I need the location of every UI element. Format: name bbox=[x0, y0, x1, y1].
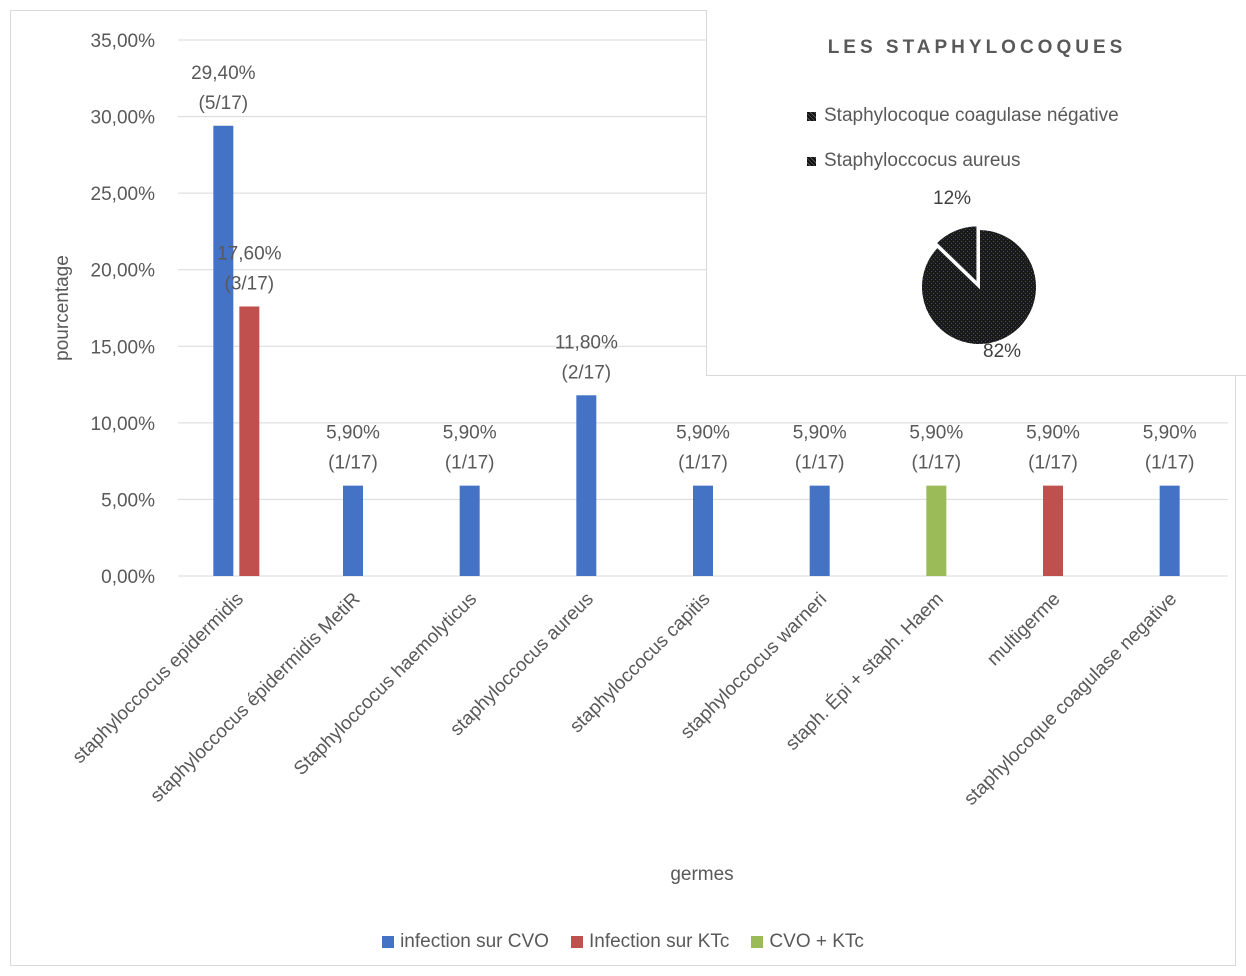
bar bbox=[926, 485, 947, 576]
bars bbox=[213, 125, 1180, 576]
bar bbox=[343, 485, 363, 576]
y-tick-label: 5,00% bbox=[101, 490, 155, 511]
legend-swatch bbox=[807, 156, 816, 166]
pie-legend-label: Staphylocoque coagulase négative bbox=[824, 105, 1119, 126]
pie-label-large: 82% bbox=[983, 341, 1022, 362]
x-tick-label: Staphyloccocus haemolyticus bbox=[290, 589, 481, 780]
bar bbox=[809, 485, 830, 576]
data-label-fraction: (1/17) bbox=[678, 453, 728, 474]
legend-label: CVO + KTc bbox=[769, 931, 864, 952]
data-label-value: 5,90% bbox=[326, 423, 380, 444]
data-label-fraction: (2/17) bbox=[562, 362, 612, 383]
pie-slice bbox=[920, 227, 1038, 346]
data-label-value: 17,60% bbox=[217, 243, 282, 264]
y-tick-label: 0,00% bbox=[101, 567, 155, 588]
legend-item-ktc: Infection sur KTc bbox=[570, 931, 730, 953]
legend-item-cvo-ktc: CVO + KTc bbox=[751, 931, 864, 953]
y-tick-labels: 0,00% 5,00% 10,00% 15,00% 20,00% 25,00% 30,00%… bbox=[91, 31, 156, 588]
legend-label: Infection sur KTc bbox=[588, 931, 730, 952]
legend-swatch bbox=[570, 936, 583, 948]
data-label-fraction: (1/17) bbox=[1028, 453, 1078, 474]
chart-frame bbox=[10, 10, 1236, 966]
x-tick-labels: staphyloccocus epidermidisstaphyloccocus… bbox=[69, 589, 1181, 810]
pie-slice bbox=[934, 224, 979, 286]
x-tick-label: staphylocoque coagulase negative bbox=[960, 589, 1181, 810]
bar bbox=[1043, 485, 1063, 576]
data-label-value: 5,90% bbox=[676, 423, 730, 444]
pie-inset: LES STAPHYLOCOQUES Staphylocoque coagula… bbox=[706, 10, 1246, 376]
data-labels: 29,40% (5/17) 17,60% (3/17) 5,90% (1/17) 5,90%… bbox=[191, 63, 1197, 474]
bar bbox=[1159, 485, 1180, 576]
x-axis-label: germes bbox=[670, 864, 733, 885]
pie-title: LES STAPHYLOCOQUES bbox=[827, 37, 1127, 58]
bar bbox=[239, 306, 260, 576]
data-label-value: 11,80% bbox=[555, 332, 618, 353]
data-label-value: 5,90% bbox=[1143, 423, 1197, 444]
data-label-value: 5,90% bbox=[909, 423, 963, 444]
data-label-fraction: (1/17) bbox=[1145, 453, 1195, 474]
y-tick-label: 15,00% bbox=[91, 337, 156, 358]
pie-legend-item-aureus: Staphyloccocus aureus bbox=[807, 150, 1020, 172]
legend-swatch bbox=[382, 936, 395, 948]
y-tick-label: 20,00% bbox=[91, 261, 156, 282]
legend-item-cvo: infection sur CVO bbox=[382, 931, 549, 953]
x-tick-label: multigerme bbox=[983, 589, 1064, 670]
y-tick-label: 35,00% bbox=[91, 31, 156, 52]
data-label-value: 5,90% bbox=[793, 423, 847, 444]
data-label-fraction: (1/17) bbox=[328, 453, 378, 474]
data-label-fraction: (3/17) bbox=[225, 273, 275, 294]
legend-swatch bbox=[751, 936, 764, 948]
legend-label: infection sur CVO bbox=[400, 931, 549, 952]
y-tick-label: 25,00% bbox=[91, 184, 156, 205]
bar bbox=[213, 125, 234, 576]
y-tick-label: 10,00% bbox=[91, 414, 156, 435]
data-label-value: 29,40% bbox=[191, 63, 256, 84]
bar bbox=[459, 485, 480, 576]
bar bbox=[576, 395, 597, 576]
data-label-fraction: (1/17) bbox=[912, 453, 962, 474]
chart-legend: infection sur CVO Infection sur KTc CVO … bbox=[0, 931, 1246, 953]
legend-swatch bbox=[807, 111, 816, 121]
pie-legend-label: Staphyloccocus aureus bbox=[824, 150, 1021, 171]
x-tick-label: staphyloccocus épidermidis MetiR bbox=[147, 589, 365, 807]
data-label-value: 5,90% bbox=[1026, 423, 1080, 444]
data-label-value: 5,90% bbox=[443, 423, 497, 444]
bar bbox=[693, 485, 713, 576]
pie-chart bbox=[919, 215, 1045, 350]
data-label-fraction: (1/17) bbox=[445, 453, 495, 474]
pie-label-small: 12% bbox=[933, 188, 972, 209]
data-label-fraction: (5/17) bbox=[199, 93, 249, 114]
y-tick-label: 30,00% bbox=[91, 108, 156, 129]
pie-legend-item-coagulase: Staphylocoque coagulase négative bbox=[807, 105, 1119, 127]
data-label-fraction: (1/17) bbox=[795, 453, 845, 474]
y-axis-label: pourcentage bbox=[52, 255, 73, 361]
